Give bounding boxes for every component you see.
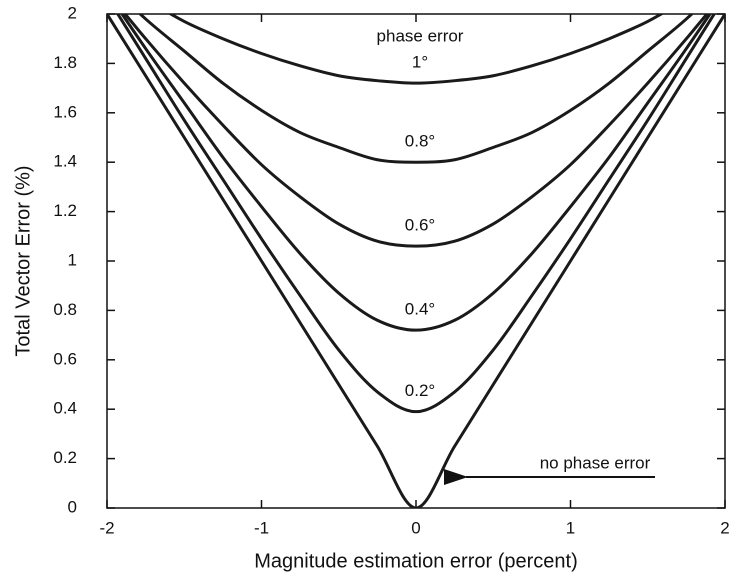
series-line xyxy=(138,14,694,164)
y-tick-label: 1.6 xyxy=(53,102,77,121)
x-tick-label: 0 xyxy=(411,518,420,537)
series-line xyxy=(123,14,709,248)
annotation: phase error xyxy=(377,26,464,45)
x-tick-label: 2 xyxy=(720,518,729,537)
x-tick-label: -1 xyxy=(254,518,269,537)
x-axis-title: Magnitude estimation error (percent) xyxy=(254,550,577,572)
series-line xyxy=(120,14,712,332)
y-tick-label: 1 xyxy=(68,250,77,269)
y-tick-label: 0.2 xyxy=(53,448,77,467)
y-tick-label: 2 xyxy=(68,3,77,22)
series-line xyxy=(167,14,665,85)
plot-frame xyxy=(106,13,726,509)
series-label: 1° xyxy=(412,53,428,72)
series-line xyxy=(116,14,716,414)
y-tick-label: 1.2 xyxy=(53,201,77,220)
y-tick-label: 0.8 xyxy=(53,300,77,319)
y-tick-label: 1.8 xyxy=(53,53,77,72)
series-line xyxy=(107,14,725,508)
y-tick-label: 0 xyxy=(68,497,77,516)
series-label: 0.2° xyxy=(405,381,435,400)
series-label: 0.6° xyxy=(405,216,435,235)
y-tick-label: 1.4 xyxy=(53,152,77,171)
y-tick-label: 0.4 xyxy=(53,399,77,418)
series-label: 0.4° xyxy=(405,300,435,319)
plot-area xyxy=(107,14,725,508)
y-tick-label: 0.6 xyxy=(53,349,77,368)
y-axis-title: Total Vector Error (%) xyxy=(12,165,34,356)
series-label: no phase error xyxy=(540,453,651,472)
series-label: 0.8° xyxy=(405,132,435,151)
x-tick-label: 1 xyxy=(566,518,575,537)
x-tick-label: -2 xyxy=(99,518,114,537)
